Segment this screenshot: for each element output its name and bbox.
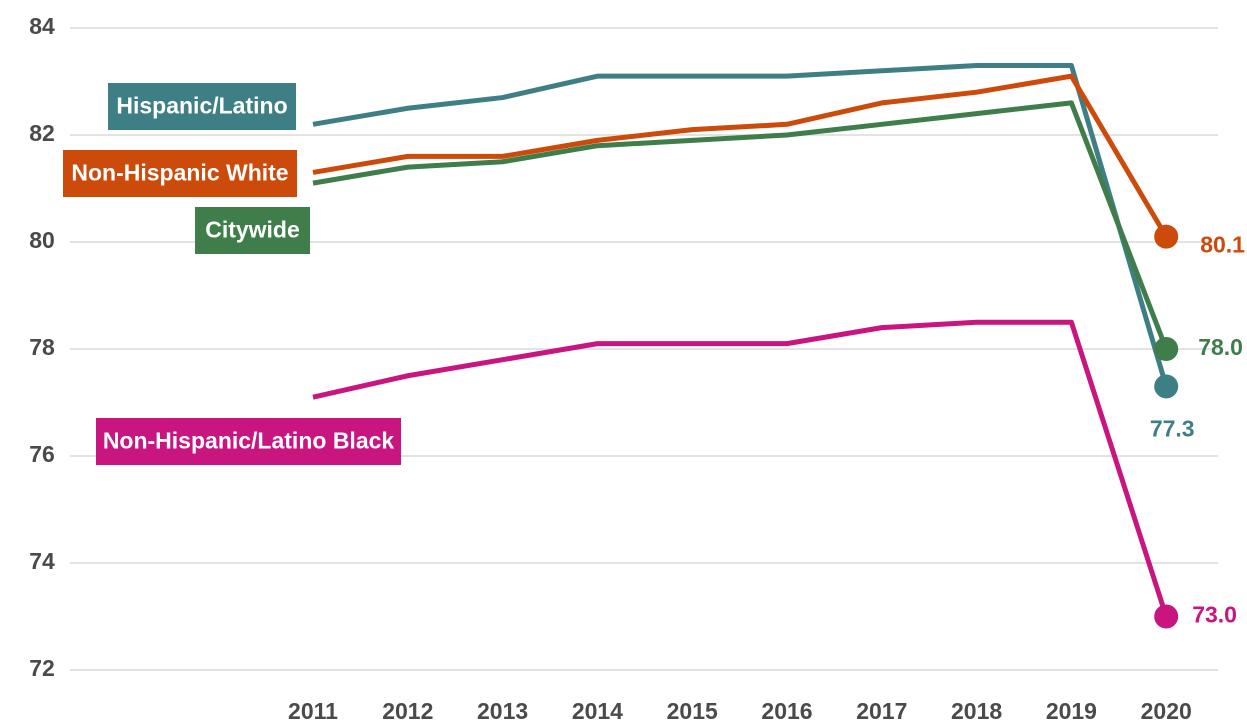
y-tick-label: 84 bbox=[29, 13, 55, 39]
x-tick-label: 2020 bbox=[1141, 698, 1192, 724]
end-point bbox=[1154, 374, 1179, 399]
y-tick-label: 72 bbox=[29, 655, 55, 681]
legend-label: Non-Hispanic White bbox=[71, 160, 288, 186]
x-tick-label: 2012 bbox=[382, 698, 433, 724]
legend-box bbox=[96, 418, 401, 465]
x-tick-label: 2018 bbox=[951, 698, 1002, 724]
end-point bbox=[1154, 337, 1179, 361]
x-tick-label: 2015 bbox=[667, 698, 718, 724]
series-line bbox=[312, 319, 1169, 618]
x-tick-label: 2013 bbox=[477, 698, 528, 724]
series-line bbox=[312, 73, 1169, 238]
end-point bbox=[1154, 224, 1179, 249]
series-line bbox=[312, 100, 1169, 350]
x-tick-label: 2014 bbox=[572, 698, 623, 724]
series-line bbox=[312, 62, 1169, 388]
legend-label: Hispanic/Latino bbox=[116, 93, 287, 119]
y-tick-label: 78 bbox=[29, 334, 55, 360]
end-point bbox=[1154, 604, 1179, 629]
value-label: 73.0 bbox=[1192, 602, 1237, 628]
legend-box bbox=[108, 83, 296, 130]
legend-box bbox=[195, 207, 310, 254]
legend-label: Citywide bbox=[205, 217, 300, 243]
legend-box bbox=[63, 150, 297, 197]
x-tick-label: 2011 bbox=[288, 698, 338, 724]
x-tick-label: 2019 bbox=[1046, 698, 1097, 724]
y-tick-label: 82 bbox=[29, 120, 55, 146]
x-tick-label: 2017 bbox=[856, 698, 907, 724]
value-label: 78.0 bbox=[1198, 334, 1243, 360]
y-tick-label: 76 bbox=[29, 441, 55, 467]
y-tick-label: 80 bbox=[29, 227, 55, 253]
legend-label: Non-Hispanic/Latino Black bbox=[103, 428, 395, 454]
value-label: 80.1 bbox=[1200, 232, 1245, 258]
x-tick-label: 2016 bbox=[761, 698, 812, 724]
value-label: 77.3 bbox=[1150, 416, 1195, 442]
y-tick-label: 74 bbox=[29, 548, 55, 574]
